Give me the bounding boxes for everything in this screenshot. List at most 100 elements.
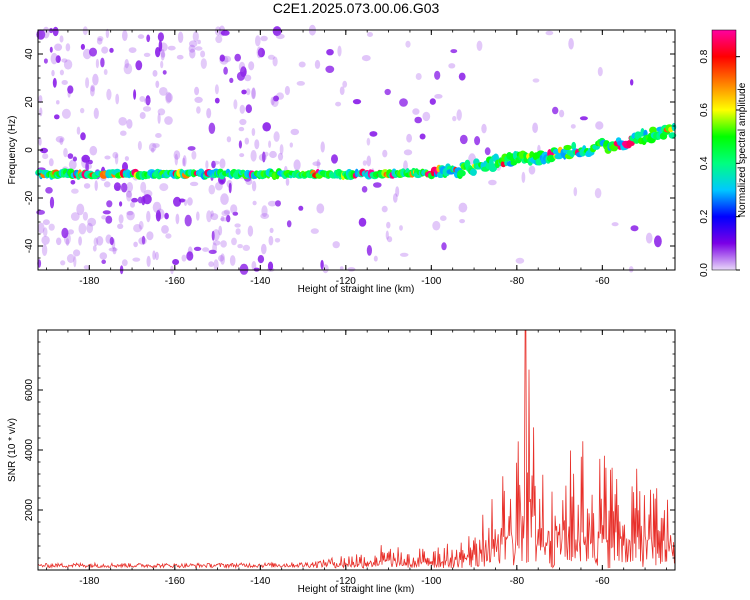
figure-title: C2E1.2025.073.00.06.G03: [273, 0, 440, 16]
colorbar: 0.0 0.2 0.4 0.6 0.8 Normalized spectral ampl…: [699, 29, 748, 277]
spectrogram-cell: [568, 38, 574, 50]
spectrogram-cell: [347, 267, 356, 272]
spectrogram-cell: [208, 122, 216, 134]
spectrogram-cell: [290, 128, 300, 136]
spectrogram-cell: [146, 34, 151, 43]
spectrogram-cell: [48, 158, 54, 167]
spectrogram-cell: [339, 86, 345, 95]
spectrogram-cell: [630, 79, 634, 86]
spectrogram-cell: [131, 197, 139, 203]
spectrogram-x-tick-label: -60: [595, 276, 610, 287]
spectrogram-cell: [339, 266, 344, 271]
spectrogram-cell: [382, 149, 388, 158]
spectrogram-cell: [381, 205, 388, 213]
spectrogram-cell: [366, 155, 372, 167]
spectrogram-cell: [458, 202, 468, 213]
spectrogram-cell: [268, 235, 274, 246]
spectrogram-cell: [481, 123, 487, 134]
spectrogram-cell: [326, 49, 334, 56]
spectrogram-cell: [239, 263, 249, 275]
spectrogram-cell: [148, 142, 157, 152]
spectrogram-cell: [298, 61, 306, 68]
spectrogram-cell: [177, 31, 184, 43]
spectrogram-cell: [160, 49, 165, 61]
spectrogram-cell: [59, 69, 64, 76]
spectrogram-cell: [285, 177, 290, 186]
spectrogram-cell: [81, 154, 90, 163]
spectrogram-cell: [415, 73, 422, 80]
spectrogram-cell: [594, 188, 602, 199]
spectrogram-cell: [164, 116, 173, 125]
spectrogram-cell: [312, 161, 322, 166]
spectrogram-cell: [132, 257, 141, 262]
spectrogram-cell: [269, 227, 274, 233]
spectrogram-cell: [595, 121, 604, 130]
spectrogram-cell: [146, 255, 151, 267]
spectrogram-cell: [49, 196, 55, 209]
spectrogram-cell: [332, 241, 340, 249]
spectrogram-cell: [241, 89, 247, 95]
spectrogram-cell: [173, 150, 181, 160]
spectrogram-cell: [218, 254, 225, 262]
spectrogram-cell: [56, 237, 62, 246]
snr-x-label: Height of straight line (km): [298, 584, 415, 595]
spectrogram-cell: [137, 196, 143, 204]
spectrogram-cell: [245, 177, 253, 186]
spectrogram-cell: [174, 153, 178, 166]
spectrogram-cell: [218, 225, 223, 236]
snr-x-tick-label: -140: [250, 576, 270, 587]
colorbar-tick-label: 0.2: [699, 209, 710, 223]
spectrogram-cell: [61, 227, 69, 239]
spectrogram-cell: [298, 205, 304, 211]
spectrogram-cell: [139, 112, 146, 119]
spectrogram-cell: [189, 48, 196, 59]
spectrogram-cell: [211, 160, 216, 169]
spectrogram-cell: [293, 159, 301, 171]
snr-x-tick-label: -180: [79, 576, 99, 587]
spectrogram-cell: [335, 101, 342, 107]
spectrogram-cell: [268, 140, 272, 148]
spectrogram-cell: [414, 116, 423, 124]
spectrogram-x-tick-label: -140: [250, 276, 270, 287]
spectrogram-cell: [142, 106, 152, 112]
colorbar-tick-label: 0.4: [699, 156, 710, 170]
spectrogram-cell: [94, 180, 98, 192]
spectrogram-cell: [152, 143, 160, 148]
spectrogram-cell: [189, 181, 199, 187]
spectrogram-cell: [123, 63, 133, 75]
spectrogram-cell: [229, 255, 236, 266]
spectrogram-cell: [545, 30, 554, 36]
spectrogram-cell: [124, 59, 129, 69]
snr-x-tick-label: -160: [165, 576, 185, 587]
spectrogram-cell: [387, 236, 393, 243]
spectrogram-cell: [146, 231, 154, 241]
spectrogram-cell: [40, 147, 48, 154]
spectrogram-cell: [126, 210, 135, 221]
spectrogram-cell: [56, 100, 60, 105]
spectrogram-cell: [234, 223, 241, 228]
spectrogram-cell: [192, 31, 199, 42]
spectrogram-cell: [121, 259, 128, 267]
spectrogram-cell: [403, 149, 413, 156]
spectrogram-cell: [120, 130, 127, 136]
spectrogram-cell: [267, 261, 274, 271]
spectrogram-cell: [100, 57, 105, 68]
spectrogram-cell: [200, 58, 207, 69]
spectrogram-cell: [87, 217, 97, 227]
spectrogram-cell: [528, 165, 536, 175]
spectrogram-cell: [82, 211, 88, 221]
spectrogram-cell: [112, 246, 117, 255]
spectrogram-cell: [176, 54, 184, 60]
spectrogram-cell: [161, 225, 169, 234]
spectrogram-cell: [246, 88, 251, 96]
spectrogram-cell: [36, 29, 46, 40]
spectrogram-cell: [242, 244, 250, 251]
spectrogram-cell: [122, 30, 128, 42]
spectrogram-cell: [70, 180, 76, 185]
spectrogram-cell: [117, 223, 124, 229]
spectrogram-cell: [251, 87, 256, 99]
spectrogram-cell: [258, 153, 267, 161]
spectrogram-x-tick-label: -180: [79, 276, 99, 287]
spectrogram-cell: [152, 201, 162, 213]
spectrogram-cell: [220, 193, 229, 205]
